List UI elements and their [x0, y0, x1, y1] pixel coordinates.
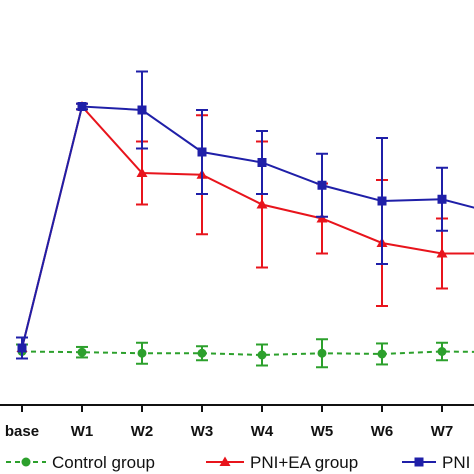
series-layer [16, 70, 474, 369]
legend-label-pni-ea: PNI+EA group [250, 453, 358, 472]
legend-swatch-pni-ea-marker [219, 456, 231, 466]
series-pni [16, 70, 474, 360]
x-tick-layer: baseW1W2W3W4W5W6W7W8 [5, 405, 454, 440]
data-point [377, 349, 387, 359]
x-tick-label: W4 [251, 423, 274, 440]
x-tick-label: base [5, 423, 39, 440]
x-tick-label: W5 [311, 423, 334, 440]
series-line-pni-ea-group [21, 104, 474, 349]
data-point [377, 196, 387, 206]
legend-swatch-pni-marker [414, 457, 424, 467]
series-pni-ea-group [16, 101, 474, 360]
x-tick-label: W6 [371, 423, 394, 440]
legend-item-control: Control group [6, 453, 155, 472]
data-point [436, 248, 448, 258]
data-point [257, 350, 267, 360]
legend-label-pni: PNI [442, 453, 470, 472]
data-point [136, 167, 148, 177]
data-point [256, 199, 268, 209]
data-point [317, 180, 327, 190]
legend-swatch-control-marker [21, 457, 31, 467]
x-tick-label: W1 [71, 423, 94, 440]
data-point [437, 194, 447, 204]
x-tick-label: W7 [431, 423, 454, 440]
x-tick-label: W3 [191, 423, 214, 440]
series-line-pni [21, 105, 474, 349]
data-point [197, 348, 207, 358]
data-point [137, 105, 147, 115]
data-point [257, 158, 267, 167]
x-tick-label: W2 [131, 423, 154, 440]
legend-label-control: Control group [52, 453, 155, 472]
data-point [197, 147, 207, 157]
series-control-group [16, 338, 474, 369]
data-point [77, 347, 87, 357]
legend: Control group PNI+EA group PNI [6, 453, 470, 472]
data-point [77, 102, 87, 111]
legend-item-pni-ea: PNI+EA group [206, 453, 358, 472]
data-point [317, 348, 327, 358]
legend-item-pni: PNI [402, 453, 470, 472]
data-point [17, 343, 27, 353]
data-point [137, 348, 147, 358]
data-point [437, 347, 447, 356]
series-line-control-group [21, 350, 474, 357]
